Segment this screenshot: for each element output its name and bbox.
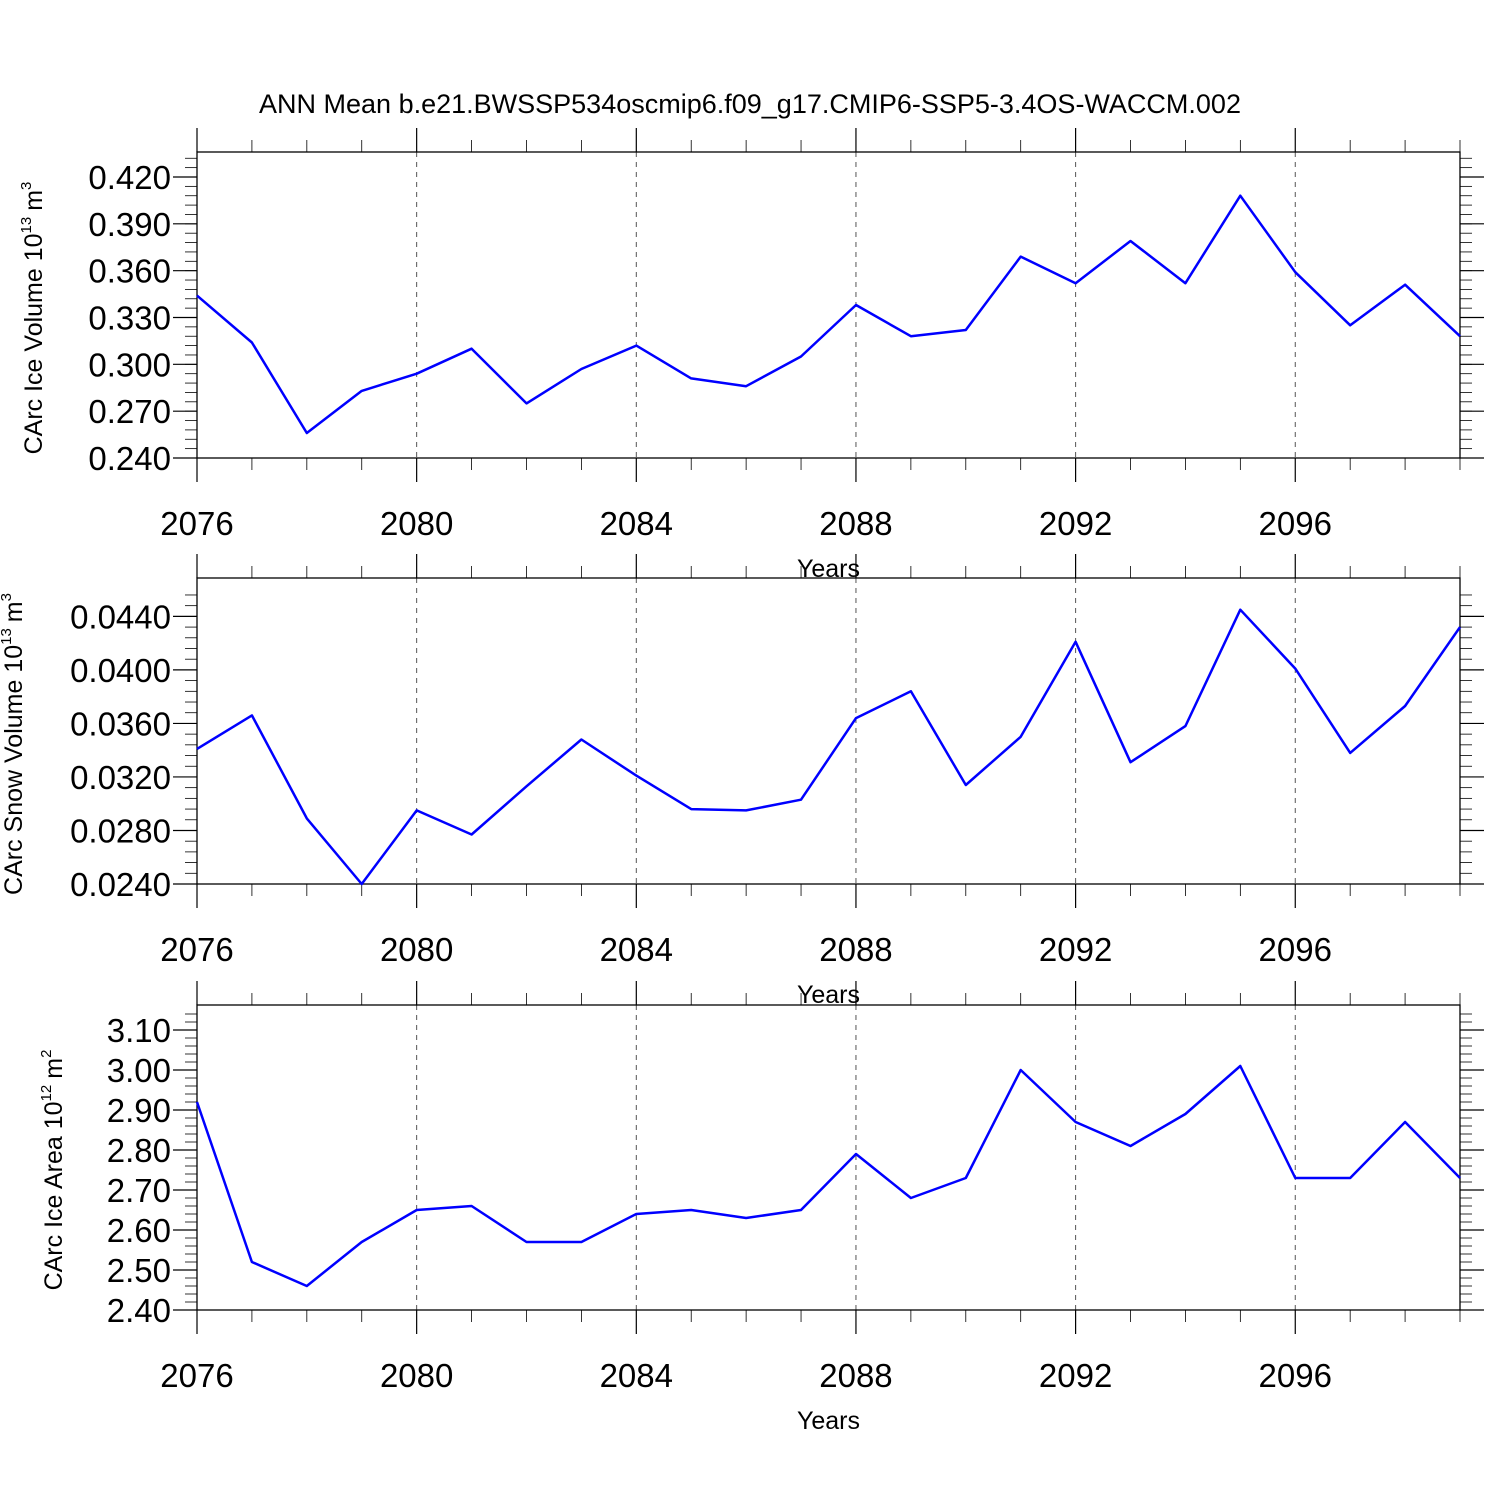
y-tick-label: 0.0320 [70,759,171,796]
y-axis-label-unit: m [20,190,48,211]
plot-frame [196,1004,1461,1311]
x-tick-label: 2076 [160,1357,233,1394]
y-tick-label: 0.0240 [70,866,171,903]
series-line [195,1064,1461,1288]
y-axis-label-unit-exponent: 2 [38,1050,55,1058]
x-tick-label: 2084 [600,505,673,542]
series-line [196,194,1461,435]
y-axis-label-text: CArc Snow Volume 10 [0,645,28,895]
x-tick-label: 2096 [1259,505,1332,542]
y-tick-label: 3.00 [107,1052,171,1089]
x-tick-label: 2076 [160,505,233,542]
y-tick-label: 0.300 [88,346,171,383]
y-tick-label: 0.270 [88,393,171,430]
y-tick-label: 3.10 [107,1012,171,1049]
y-tick-label: 2.90 [107,1092,171,1129]
x-tick-label: 2076 [160,931,233,968]
y-tick-label: 2.50 [107,1252,171,1289]
y-tick-label: 0.0360 [70,705,171,742]
y-tick-label: 0.390 [88,206,171,243]
plot-frame [196,151,1461,459]
y-axis-label-unit-exponent: 3 [0,593,15,601]
y-axis-label-unit: m [40,1058,68,1079]
y-axis-label-unit-exponent: 3 [18,182,35,190]
x-tick-label: 2096 [1259,1357,1332,1394]
panel-1: 0.420 0.390 0.360 0.330 0.300 0.270 0.240 2076 2… [18,128,1484,583]
x-axis-label: Years [797,981,860,1009]
figure-title: ANN Mean b.e21.BWSSP534oscmip6.f09_g17.C… [259,89,1241,119]
x-tick-label: 2088 [819,505,892,542]
y-axis-label: CArc Snow Volume 1013 m3 [0,593,28,895]
y-tick-label: 0.240 [88,440,171,477]
y-tick-label: 0.0440 [70,598,171,635]
y-tick-label: 0.360 [88,253,171,290]
y-tick-label: 0.0280 [70,812,171,849]
y-axis-label-exponent: 13 [18,217,35,234]
y-axis-label-exponent: 13 [0,628,15,645]
x-tick-label: 2088 [819,1357,892,1394]
y-axis-label-exponent: 12 [38,1085,55,1102]
plot-frame [196,577,1461,885]
y-tick-label: 2.40 [107,1292,171,1329]
y-tick-label: 0.420 [88,159,171,196]
panel-3: 3.103.002.902.802.702.602.502.40 2076 2080… [38,981,1484,1435]
y-tick-label: 0.330 [88,300,171,337]
x-tick-label: 2092 [1039,931,1112,968]
x-tick-label: 2092 [1039,1357,1112,1394]
y-tick-label: 0.0400 [70,652,171,689]
x-tick-label: 2080 [380,505,453,542]
series-line [196,608,1462,886]
x-tick-label: 2080 [380,1357,453,1394]
y-axis-label: CArc Ice Area 1012 m2 [38,1050,68,1291]
x-tick-label: 2092 [1039,505,1112,542]
x-tick-label: 2080 [380,931,453,968]
x-tick-label: 2084 [600,931,673,968]
y-tick-label: 2.80 [107,1132,171,1169]
x-tick-label: 2084 [600,1357,673,1394]
panel-2: 0.0440 0.0400 0.0360 0.0320 0.0280 0.0240 2076… [0,554,1484,1009]
x-tick-label: 2088 [819,931,892,968]
y-tick-label: 2.60 [107,1212,171,1249]
y-axis-label-text: CArc Ice Volume 10 [20,233,48,454]
y-tick-label: 2.70 [107,1172,171,1209]
y-axis-label: CArc Ice Volume 1013 m3 [18,182,48,455]
x-axis-label: Years [797,555,860,583]
y-axis-label-unit: m [0,601,28,622]
x-axis-label: Years [797,1407,860,1435]
y-axis-label-text: CArc Ice Area 10 [40,1101,68,1290]
x-tick-label: 2096 [1259,931,1332,968]
